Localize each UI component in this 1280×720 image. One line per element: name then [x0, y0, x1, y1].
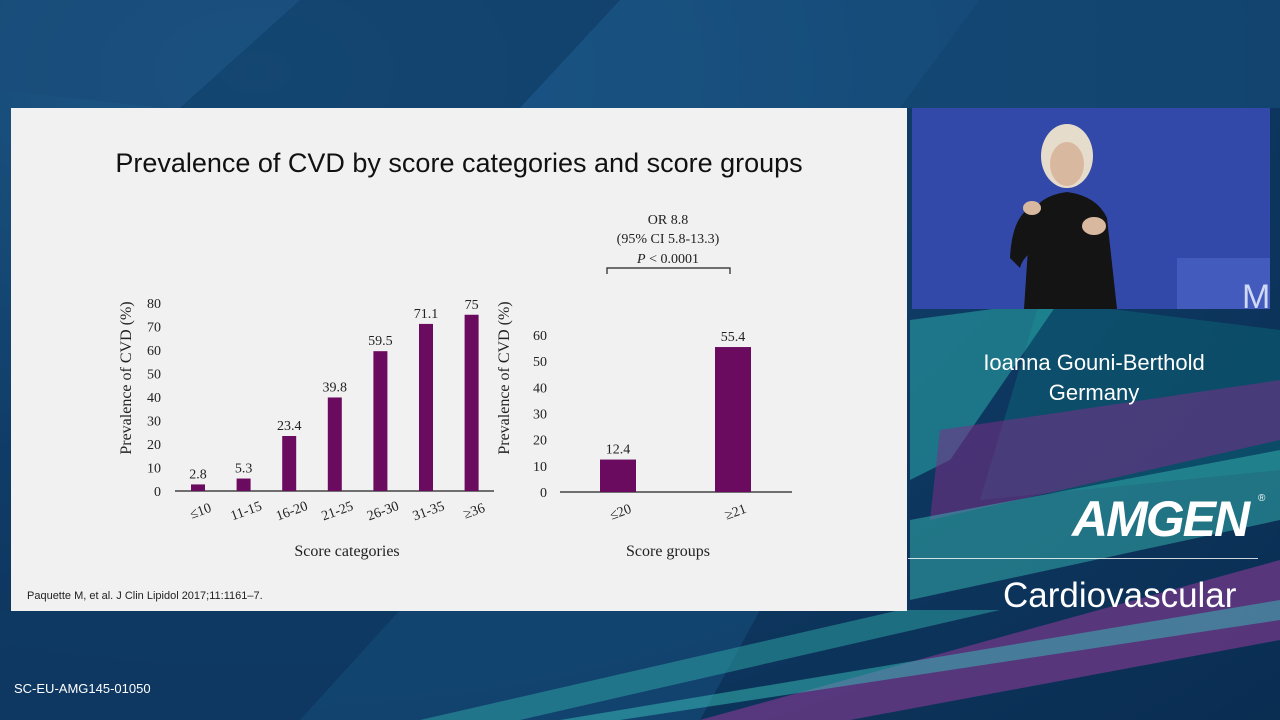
chart1-y-tick-6: 60 — [147, 344, 161, 359]
chart2-y-tick-3: 30 — [533, 408, 547, 423]
chart1-category-6: ≥36 — [462, 501, 488, 523]
annotation-ci: (95% CI 5.8-13.3) — [617, 232, 720, 247]
slide-title: Prevalence of CVD by score categories an… — [115, 148, 803, 178]
charts-area: Prevalence of CVD (%) Score categories 0… — [118, 213, 792, 560]
annotation-p-symbol: P — [636, 252, 646, 267]
chart1-data-label-5: 71.1 — [414, 307, 439, 322]
chart2-y-tick-2: 20 — [533, 434, 547, 449]
chart1-bar-3 — [327, 397, 342, 491]
chart1-data-label-3: 39.8 — [323, 380, 348, 395]
chart2-y-tick-0: 0 — [540, 486, 547, 501]
chart1-bar-4 — [373, 351, 388, 491]
chart1-data-label-4: 59.5 — [368, 334, 393, 349]
chart2-bar-0 — [600, 459, 636, 492]
chart1-data-label-1: 5.3 — [235, 462, 253, 477]
chart2-bar-1 — [715, 347, 751, 492]
chart2-y-axis-label: Prevalence of CVD (%) — [496, 301, 513, 454]
chart1-category-0: ≤10 — [188, 501, 214, 523]
chart1-y-tick-0: 0 — [154, 485, 161, 500]
registered-mark: ® — [1258, 493, 1266, 504]
chart1-bar-5 — [419, 323, 433, 491]
chart2-category-1: ≥21 — [723, 502, 749, 524]
chart1-y-tick-3: 30 — [147, 415, 161, 430]
chart1-data-label-2: 23.4 — [277, 419, 302, 434]
chart1-y-tick-4: 40 — [147, 391, 161, 406]
chart1-y-tick-5: 50 — [147, 368, 161, 383]
chart1-category-2: 16-20 — [274, 499, 310, 524]
svg-text:M: M — [1242, 278, 1270, 309]
chart1-x-axis-label: Score categories — [294, 543, 399, 560]
chart2-y-tick-6: 60 — [533, 329, 547, 344]
chart2-y-tick-4: 40 — [533, 381, 547, 396]
chart-score-groups: Prevalence of CVD (%) Score groups 0 10 20… — [496, 213, 792, 560]
speaker-info: Ioanna Gouni-Berthold Germany — [912, 348, 1276, 408]
chart1-bar-1 — [236, 478, 251, 491]
chart1-category-4: 26-30 — [365, 499, 401, 524]
speaker-video-frame: M — [912, 108, 1270, 309]
chart1-y-axis-label: Prevalence of CVD (%) — [118, 301, 135, 454]
chart1-y-tick-1: 10 — [147, 462, 161, 477]
division-label: Cardiovascular — [1003, 576, 1237, 615]
annotation-or: OR 8.8 — [648, 213, 688, 228]
chart1-category-1: 11-15 — [229, 499, 264, 524]
annotation-p: P < 0.0001 — [636, 252, 699, 267]
chart1-data-label-0: 2.8 — [189, 467, 207, 482]
chart1-y-tick-2: 20 — [147, 438, 161, 453]
significance-bracket — [606, 267, 731, 274]
chart1-y-tick-8: 80 — [147, 297, 161, 312]
chart2-y-tick-1: 10 — [533, 460, 547, 475]
annotation-p-value: < 0.0001 — [646, 252, 699, 267]
chart1-bar-2 — [282, 436, 297, 491]
chart-score-categories: Prevalence of CVD (%) Score categories 0… — [118, 297, 494, 560]
amgen-logo: AMGEN — [1072, 491, 1250, 547]
logo-divider — [908, 558, 1258, 559]
chart2-data-label-0: 12.4 — [606, 443, 631, 458]
chart1-y-tick-7: 70 — [147, 321, 161, 336]
chart1-category-5: 31-35 — [411, 499, 447, 524]
chart2-category-0: ≤20 — [608, 502, 634, 524]
chart2-y-tick-5: 50 — [533, 355, 547, 370]
speaker-country: Germany — [1048, 380, 1140, 405]
chart1-bar-0 — [191, 484, 205, 491]
footer-code: SC-EU-AMG145-01050 — [14, 681, 151, 696]
chart1-bar-6 — [464, 314, 479, 491]
citation: Paquette M, et al. J Clin Lipidol 2017;1… — [27, 590, 263, 602]
presentation-slide: Prevalence of CVD by score categories an… — [11, 108, 907, 611]
chart1-data-label-6: 75 — [465, 298, 479, 313]
chart2-data-label-1: 55.4 — [721, 330, 746, 345]
chart2-x-axis-label: Score groups — [626, 543, 710, 560]
chart1-category-3: 21-25 — [320, 499, 356, 524]
speaker-name: Ioanna Gouni-Berthold — [983, 350, 1205, 375]
speaker-video: M — [912, 108, 1270, 309]
